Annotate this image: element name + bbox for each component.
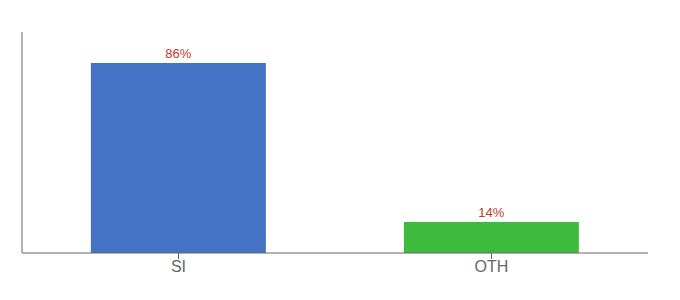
svg-text:SI: SI bbox=[171, 258, 186, 275]
svg-text:14%: 14% bbox=[478, 205, 504, 220]
svg-text:86%: 86% bbox=[165, 46, 191, 61]
svg-text:OTH: OTH bbox=[475, 258, 509, 275]
